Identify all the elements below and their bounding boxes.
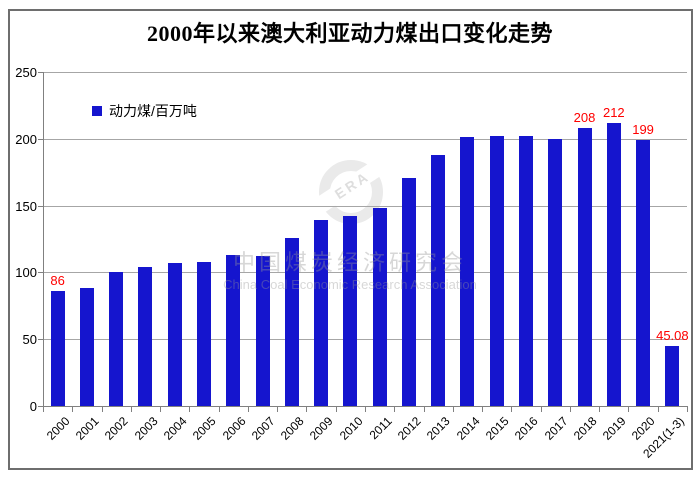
bar: [168, 263, 182, 406]
y-axis-tick: [38, 272, 43, 273]
bar: [578, 128, 592, 406]
x-axis-tick: [336, 407, 337, 412]
bar-value-label: 199: [632, 122, 654, 137]
gridline: [43, 339, 687, 340]
legend-swatch-icon: [92, 106, 102, 116]
x-axis-tick: [424, 407, 425, 412]
y-axis-label: 100: [15, 265, 37, 280]
y-axis-label: 250: [15, 65, 37, 80]
x-axis-tick: [658, 407, 659, 412]
x-axis-tick: [453, 407, 454, 412]
bar: [256, 256, 270, 406]
x-axis-tick: [365, 407, 366, 412]
bar-value-label: 86: [50, 273, 65, 288]
x-axis-tick: [687, 407, 688, 412]
x-axis-tick: [570, 407, 571, 412]
x-axis-tick: [219, 407, 220, 412]
gridline: [43, 272, 687, 273]
bar-value-label: 212: [602, 105, 625, 120]
x-axis-tick: [482, 407, 483, 412]
x-axis-tick: [277, 407, 278, 412]
bar: [460, 137, 474, 406]
bar: [226, 255, 240, 406]
bar: [490, 136, 504, 406]
bar-value-label: 45.08: [656, 328, 689, 343]
x-axis-line: [43, 406, 688, 407]
bar: [607, 123, 621, 406]
x-axis-tick: [102, 407, 103, 412]
bar: [109, 272, 123, 406]
x-axis-tick: [599, 407, 600, 412]
bar: [343, 216, 357, 406]
y-axis-label: 150: [15, 199, 37, 214]
bar: [519, 136, 533, 406]
chart-title: 2000年以来澳大利亚动力煤出口变化走势: [146, 21, 553, 46]
x-axis-tick: [160, 407, 161, 412]
x-axis-tick: [43, 407, 44, 412]
x-axis-tick: [72, 407, 73, 412]
bar: [402, 178, 416, 406]
y-axis-label: 0: [29, 399, 37, 414]
x-axis-tick: [131, 407, 132, 412]
x-axis-tick: [394, 407, 395, 412]
watermark-english-text: China Coal Economic Research Association: [223, 277, 477, 292]
x-axis-tick: [248, 407, 249, 412]
legend-label: 动力煤/百万吨: [109, 103, 197, 119]
bar: [197, 262, 211, 406]
bar: [314, 220, 328, 406]
y-axis-line: [43, 72, 44, 407]
y-axis-tick: [38, 72, 43, 73]
bar: [80, 288, 94, 406]
bar: [636, 140, 650, 406]
bar: [548, 139, 562, 406]
legend: 动力煤/百万吨: [92, 101, 197, 121]
x-axis-tick: [306, 407, 307, 412]
y-axis-tick: [38, 206, 43, 207]
gridline: [43, 72, 687, 73]
bar: [51, 291, 65, 406]
bar: [665, 346, 679, 406]
y-axis-label: 50: [22, 332, 37, 347]
x-axis-tick: [189, 407, 190, 412]
y-axis-label: 200: [15, 132, 37, 147]
bar-value-label: 208: [573, 110, 596, 125]
bar: [138, 267, 152, 406]
gridline: [43, 206, 687, 207]
x-axis-tick: [511, 407, 512, 412]
bar: [285, 238, 299, 406]
bar: [431, 155, 445, 406]
x-axis-tick: [628, 407, 629, 412]
y-axis-tick: [38, 339, 43, 340]
watermark-chinese-text: 中国煤炭经济研究会: [232, 250, 467, 275]
gridline: [43, 139, 687, 140]
x-axis-tick: [541, 407, 542, 412]
bar: [373, 208, 387, 406]
y-axis-tick: [38, 139, 43, 140]
y-axis-tick: [38, 406, 43, 407]
